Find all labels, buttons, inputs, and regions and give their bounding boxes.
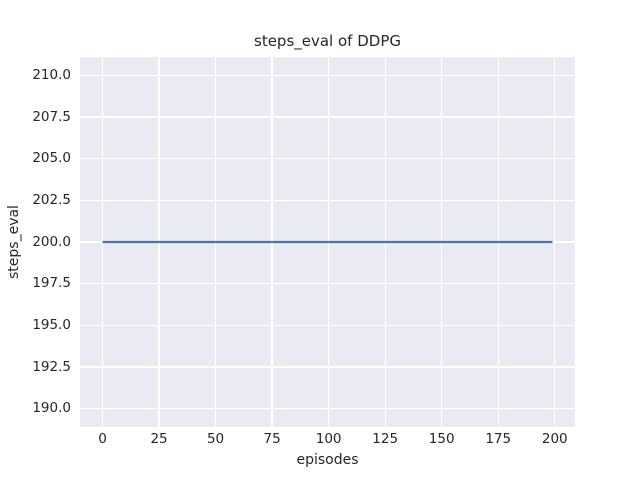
- x-tick-label: 100: [315, 431, 342, 447]
- x-tick-label: 25: [150, 431, 168, 447]
- gridline-horizontal: [80, 116, 575, 118]
- gridline-horizontal: [80, 408, 575, 410]
- gridline-horizontal: [80, 74, 575, 76]
- series-layer: [102, 240, 553, 244]
- y-tick-label: 195.0: [32, 316, 71, 333]
- gridline-horizontal: [80, 199, 575, 201]
- y-tick-label: 207.5: [32, 108, 71, 125]
- x-tick-label: 50: [206, 431, 225, 447]
- x-tick-label: 125: [372, 431, 399, 447]
- y-tick-label: 200.0: [32, 233, 71, 250]
- y-tick-label: 192.5: [32, 358, 71, 375]
- gridline-horizontal: [80, 158, 575, 160]
- y-tick-label: 197.5: [32, 275, 71, 292]
- y-tick-label: 205.0: [32, 150, 71, 167]
- gridline-horizontal: [80, 366, 575, 368]
- chart-title: steps_eval of DDPG: [254, 32, 401, 50]
- x-tick-label: 175: [485, 431, 512, 447]
- plot-area: [80, 57, 575, 427]
- y-tick-label: 202.5: [32, 191, 71, 208]
- y-tick-label: 210.0: [32, 66, 71, 83]
- gridline-horizontal: [80, 283, 575, 285]
- x-tick-label: 0: [98, 431, 107, 447]
- x-tick-label: 150: [428, 431, 455, 447]
- x-tick-label: 75: [263, 431, 281, 447]
- y-tick-label: 190.0: [32, 400, 71, 417]
- x-tick-label: 200: [541, 431, 568, 447]
- x-axis-label: episodes: [296, 452, 359, 468]
- gridline-horizontal: [80, 324, 575, 326]
